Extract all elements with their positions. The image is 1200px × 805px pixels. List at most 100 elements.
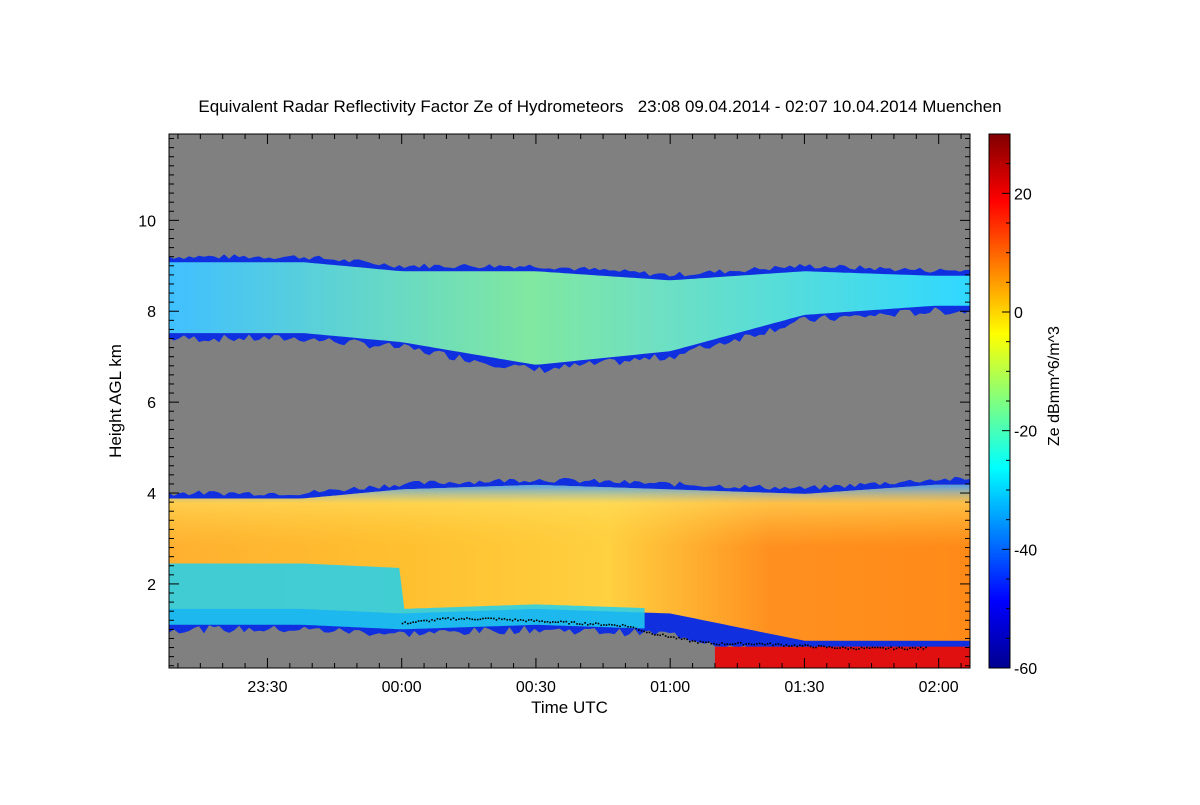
cloud-base-point: [774, 643, 777, 646]
colorbar-tick-label: -20: [1014, 424, 1037, 441]
cloud-base-point: [482, 617, 484, 620]
cloud-base-point: [748, 642, 750, 645]
cloud-base-point: [624, 624, 627, 627]
cloud-base-point: [812, 646, 815, 649]
cloud-base-point: [847, 648, 849, 650]
cloud-base-point: [868, 647, 871, 649]
cloud-base-point: [407, 622, 409, 625]
cloud-base-point: [715, 643, 718, 646]
cloud-base-point: [694, 640, 696, 643]
cloud-base-point: [573, 621, 576, 623]
cloud-base-point: [538, 620, 541, 623]
cloud-base-point: [549, 621, 551, 624]
y-tick-label: 2: [147, 577, 156, 594]
cloud-base-point: [815, 646, 817, 649]
cloud-base-point: [809, 645, 812, 648]
cloud-base-point: [527, 619, 530, 621]
colorbar-tick-label: 20: [1014, 186, 1032, 203]
layer-core: [169, 262, 970, 365]
cloud-base-point: [533, 620, 535, 622]
cloud-base-point: [740, 641, 742, 644]
cloud-base-point: [522, 619, 525, 622]
y-tick-label: 6: [147, 395, 156, 412]
cloud-base-point: [852, 647, 855, 650]
cloud-base-point: [842, 646, 844, 648]
cloud-base-point: [425, 619, 428, 622]
y-tick-label: 10: [138, 213, 156, 230]
cloud-base-point: [621, 624, 624, 626]
cloud-base-point: [600, 624, 602, 627]
cloud-base-point: [807, 644, 809, 647]
cloud-base-point: [552, 621, 554, 623]
cloud-base-point: [592, 623, 594, 626]
cloud-base-point: [484, 617, 487, 620]
colorbar-tick-label: 0: [1014, 305, 1023, 322]
cloud-base-point: [466, 617, 468, 619]
cloud-base-point: [783, 645, 785, 647]
cloud-base-point: [691, 640, 694, 642]
cloud-base-point: [901, 647, 903, 649]
cloud-base-point: [702, 641, 704, 643]
cloud-base-point: [616, 624, 619, 627]
cloud-base-point: [793, 644, 796, 646]
cloud-base-point: [723, 643, 726, 646]
cloud-base-point: [648, 631, 651, 634]
cloud-base-point: [871, 646, 874, 649]
cloud-base-point: [745, 643, 747, 645]
cloud-base-point: [629, 626, 632, 628]
cloud-base-point: [603, 624, 605, 626]
cloud-base-point: [689, 640, 691, 643]
cloud-base-point: [479, 618, 482, 621]
cloud-base-point: [804, 644, 806, 646]
colorbar-label: Ze dBmm^6/m^3: [1046, 326, 1063, 446]
cloud-base-point: [476, 618, 479, 621]
cloud-base-point: [525, 620, 527, 623]
cloud-base-point: [678, 636, 680, 639]
cloud-base-point: [584, 622, 586, 624]
cloud-base-point: [401, 622, 404, 625]
cloud-base-point: [729, 643, 731, 646]
cloud-base-point: [595, 622, 597, 624]
cloud-base-point: [801, 645, 804, 647]
cloud-base-point: [820, 645, 823, 647]
cloud-base-point: [501, 618, 503, 621]
cloud-base-point: [417, 620, 420, 622]
cloud-base-point: [828, 645, 831, 648]
cloud-base-point: [635, 627, 637, 630]
cloud-base-point: [780, 643, 782, 646]
cloud-base-point: [458, 618, 460, 620]
cloud-base-point: [420, 620, 423, 622]
cloud-base-point: [646, 631, 648, 634]
cloud-base-point: [570, 621, 573, 623]
x-tick-label: 00:00: [382, 679, 422, 696]
colorbar-tick-label: -40: [1014, 542, 1037, 559]
cloud-base-point: [503, 618, 506, 620]
cloud-base-point: [455, 619, 457, 621]
cloud-base-point: [581, 623, 584, 626]
cloud-base-point: [721, 642, 723, 644]
cloud-base-point: [468, 617, 471, 620]
cloud-base-point: [914, 647, 917, 649]
cloud-base-point: [753, 643, 755, 646]
cloud-base-point: [444, 617, 447, 620]
cloud-base-point: [726, 643, 729, 645]
cloud-base-point: [686, 638, 688, 641]
cloud-base-point: [791, 645, 793, 647]
cloud-base-point: [565, 620, 568, 623]
low-reflectivity-band: [169, 563, 645, 630]
cloud-base-point: [576, 623, 578, 625]
cloud-base-point: [638, 629, 640, 631]
cloud-base-point: [664, 635, 667, 637]
cloud-base-point: [750, 643, 753, 646]
cloud-base-point: [589, 623, 592, 625]
x-tick-label: 23:30: [247, 679, 287, 696]
cloud-base-point: [460, 617, 463, 620]
cloud-base-point: [619, 625, 621, 628]
cloud-base-point: [713, 642, 715, 645]
cloud-base-point: [450, 618, 452, 621]
cloud-base-point: [560, 620, 562, 623]
cloud-base-point: [903, 648, 906, 651]
cloud-base-point: [428, 620, 431, 623]
cloud-base-point: [885, 648, 887, 650]
